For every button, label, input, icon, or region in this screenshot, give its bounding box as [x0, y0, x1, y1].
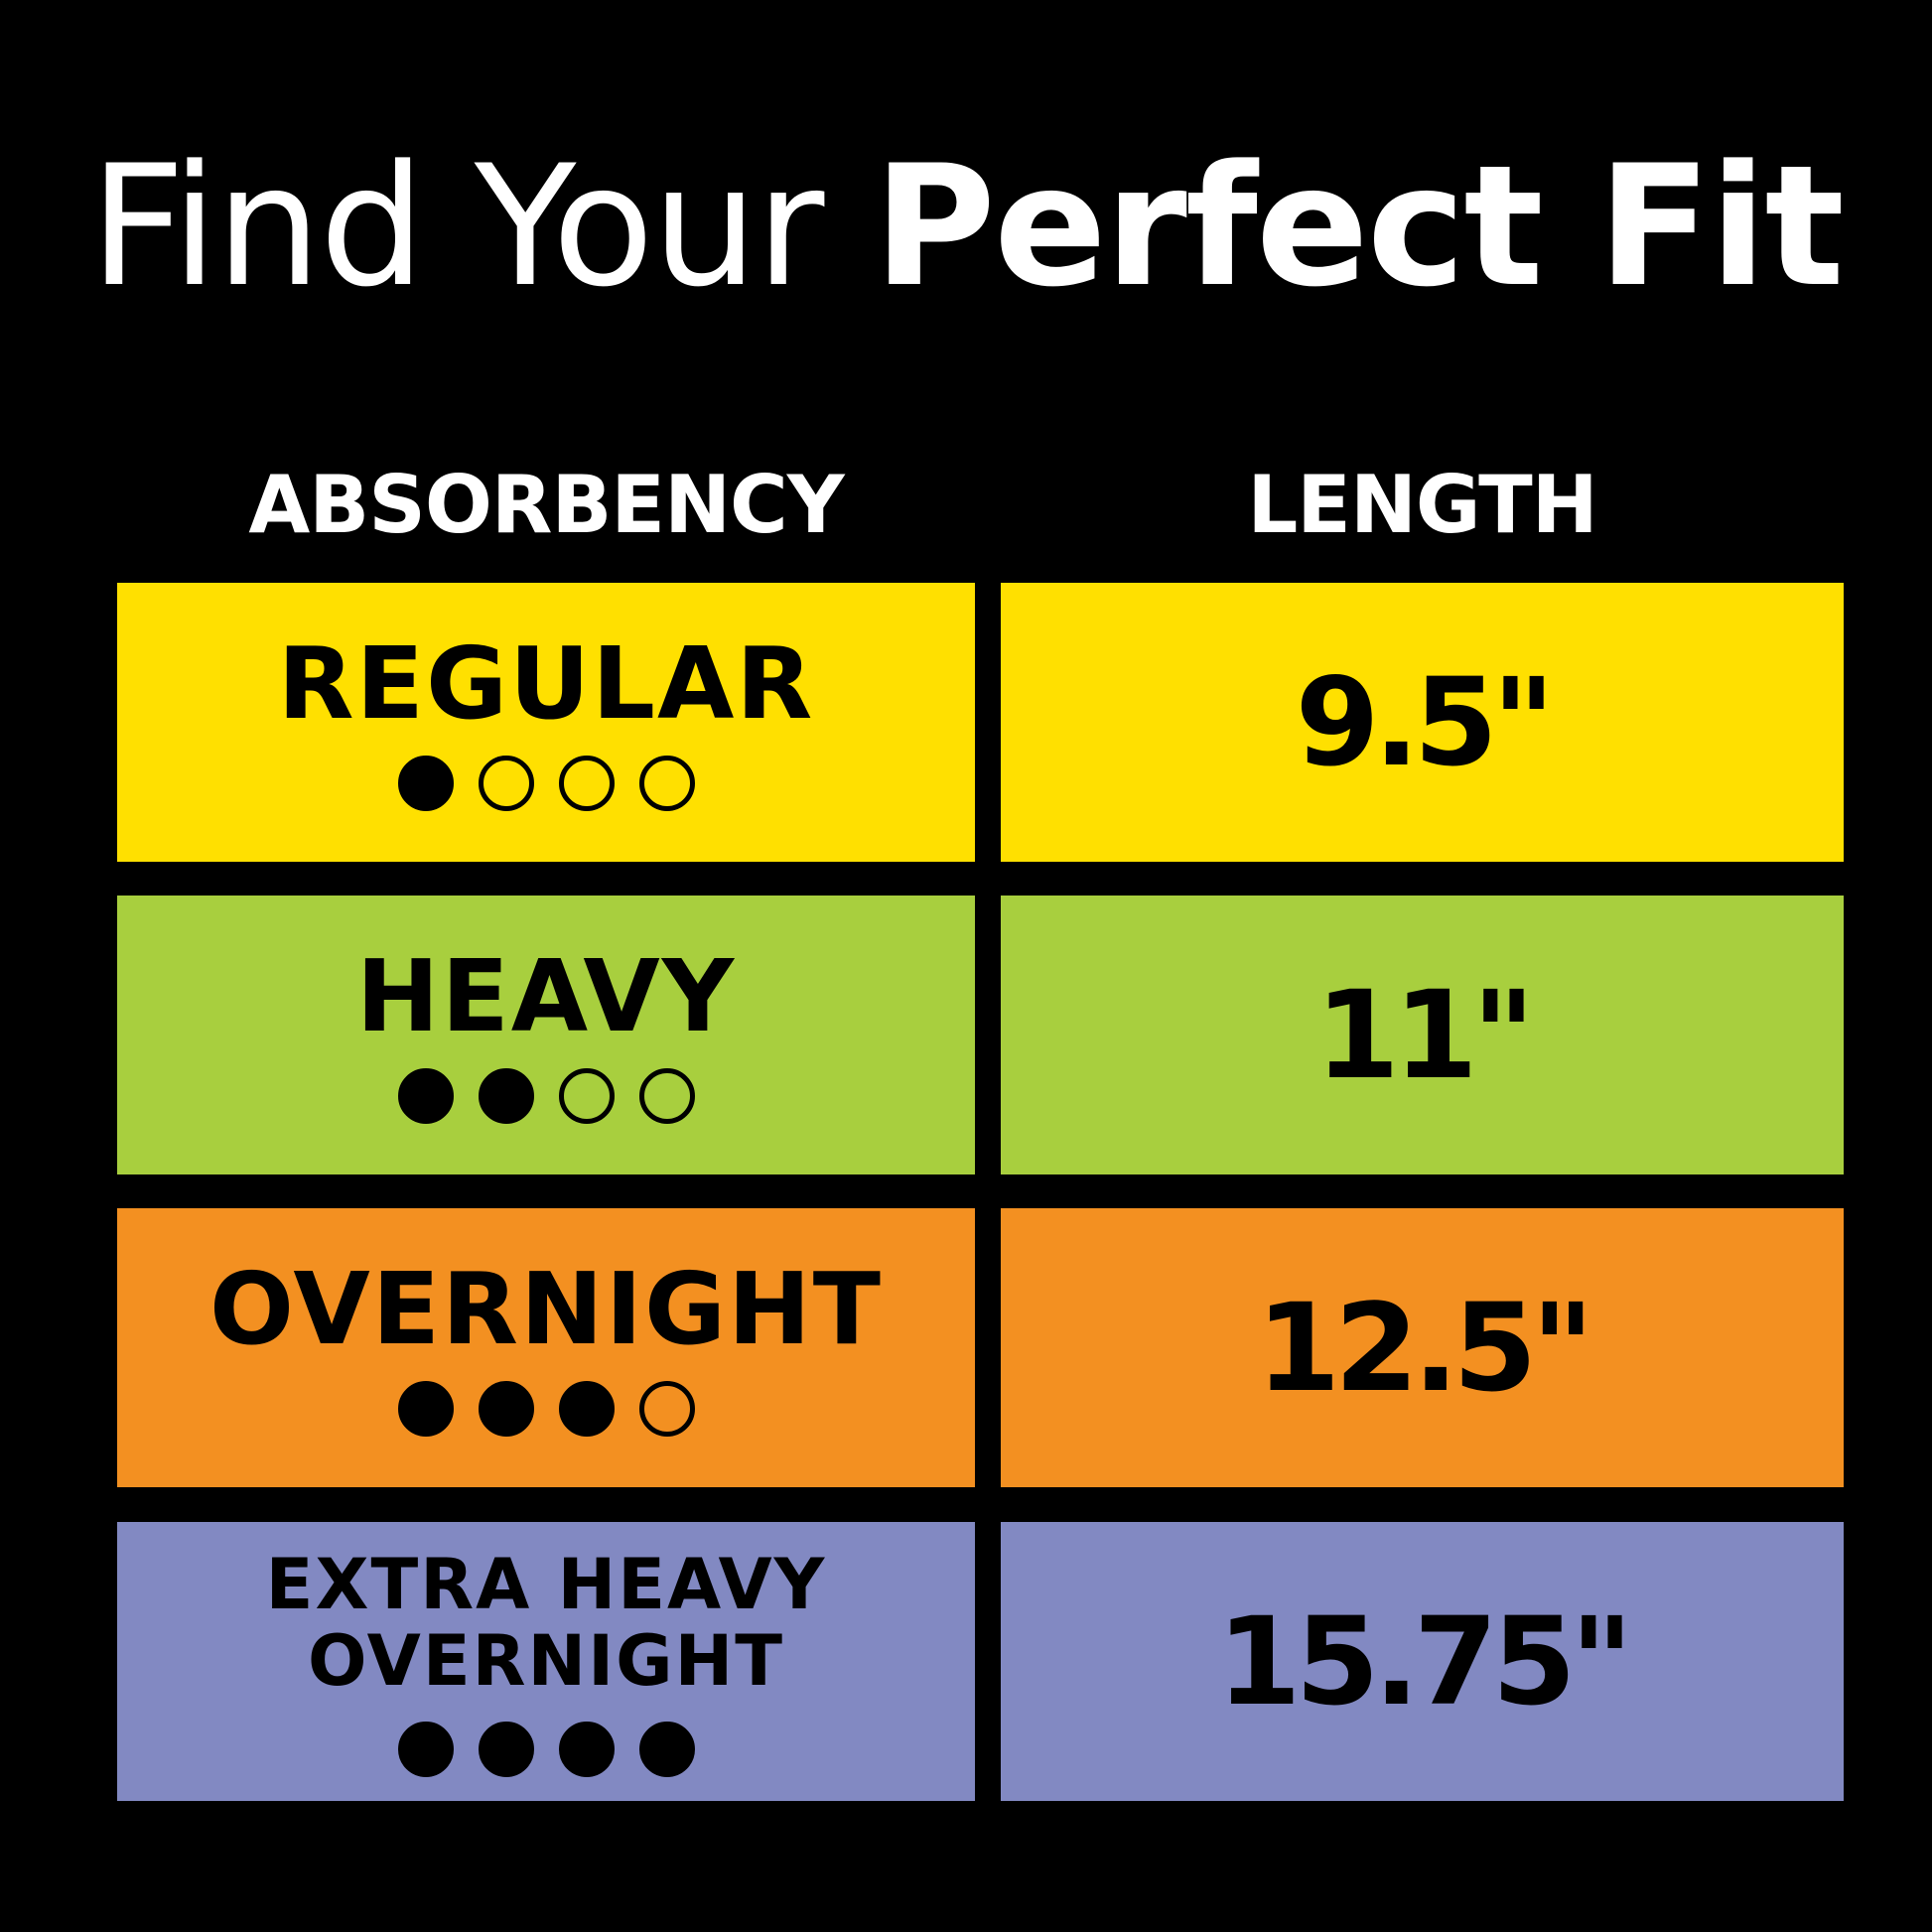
header-length: LENGTH [1247, 459, 1597, 551]
filled-circle-icon [638, 1721, 695, 1777]
table-row: HEAVY 11" [117, 896, 1844, 1174]
table-row: OVERNIGHT 12.5" [117, 1208, 1844, 1487]
empty-circle-icon [478, 755, 534, 811]
filled-circle-icon [478, 1067, 534, 1124]
empty-circle-icon [638, 1380, 695, 1437]
empty-circle-icon [638, 1067, 695, 1124]
absorbency-label: REGULAR [277, 624, 815, 742]
table-row: EXTRA HEAVY OVERNIGHT 15.75" [117, 1522, 1844, 1801]
length-value: 12.5" [1256, 1277, 1594, 1419]
page-title: Find Your Perfect Fit [0, 129, 1932, 324]
absorbency-label: HEAVY [355, 937, 737, 1054]
header-absorbency: ABSORBENCY [248, 459, 844, 551]
absorbency-label-line2: OVERNIGHT [308, 1619, 784, 1702]
length-value: 11" [1314, 964, 1535, 1106]
absorbency-label: EXTRA HEAVY [265, 1543, 827, 1625]
title-bold: Perfect Fit [873, 129, 1845, 324]
absorbency-cell: OVERNIGHT [117, 1208, 975, 1487]
length-cell: 11" [1001, 896, 1844, 1174]
absorbency-cell: EXTRA HEAVY OVERNIGHT [117, 1522, 975, 1801]
length-value: 9.5" [1295, 651, 1556, 793]
filled-circle-icon [558, 1721, 615, 1777]
filled-circle-icon [478, 1380, 534, 1437]
filled-circle-icon [397, 1380, 454, 1437]
filled-circle-icon [397, 755, 454, 811]
empty-circle-icon [558, 1067, 615, 1124]
table-row: REGULAR 9.5" [117, 583, 1844, 862]
empty-circle-icon [638, 755, 695, 811]
absorbency-cell: REGULAR [117, 583, 975, 862]
length-cell: 12.5" [1001, 1208, 1844, 1487]
absorbency-cell: HEAVY [117, 896, 975, 1174]
absorbency-label: OVERNIGHT [209, 1250, 883, 1367]
filled-circle-icon [397, 1067, 454, 1124]
filled-circle-icon [397, 1721, 454, 1777]
absorbency-level [397, 1067, 695, 1124]
filled-circle-icon [478, 1721, 534, 1777]
absorbency-level [397, 755, 695, 811]
absorbency-level [397, 1721, 695, 1777]
length-cell: 9.5" [1001, 583, 1844, 862]
filled-circle-icon [558, 1380, 615, 1437]
length-cell: 15.75" [1001, 1522, 1844, 1801]
length-value: 15.75" [1216, 1590, 1633, 1732]
title-light: Find Your [89, 129, 824, 324]
empty-circle-icon [558, 755, 615, 811]
absorbency-level [397, 1380, 695, 1437]
